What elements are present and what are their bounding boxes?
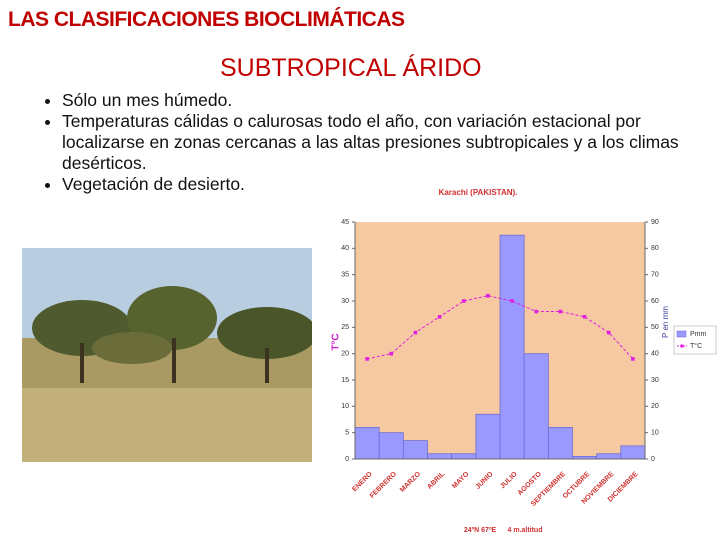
slide-subtitle: SUBTROPICAL ÁRIDO [220,54,482,82]
y-tick-label: 0 [345,456,349,463]
annotation: 4 m.altitud [507,527,542,534]
marker [510,299,514,303]
marker [606,330,611,335]
y2-tick-label: 30 [651,377,659,384]
marker [582,315,587,319]
bar [499,234,525,460]
marker [413,330,418,335]
bullet: Vegetación de desierto. [62,174,682,195]
bar [547,427,573,460]
chart-title: Karachi (PAKISTAN). [439,188,518,197]
x-tick-label: ENERO [351,470,374,493]
bar [620,445,646,460]
x-tick-label: ABRIL [426,470,447,491]
y-tick-label: 15 [341,377,349,384]
y-tick-label: 25 [341,324,349,331]
landscape-photo [22,248,312,462]
x-tick-label: JULIO [499,470,519,490]
bullet: Temperaturas cálidas o calurosas todo el… [62,111,682,174]
y-axis-label: T°C [331,333,342,350]
x-tick-label: FEBRERO [369,470,399,500]
legend-swatch [680,344,684,348]
bar [523,353,549,460]
bar [451,453,477,460]
y2-axis-label: P en mm [661,306,670,338]
y2-tick-label: 0 [651,456,655,463]
legend [673,325,717,355]
marker [558,309,563,314]
y-tick-label: 5 [345,430,349,437]
marker [631,357,635,361]
y2-tick-label: 80 [651,245,659,252]
y-tick-label: 30 [341,298,349,305]
legend-label: T°C [690,342,702,350]
y2-tick-label: 40 [651,351,659,358]
marker [486,293,490,298]
annotation: 24ºN 67ºE [464,527,497,534]
x-tick-label: MARZO [399,470,422,493]
x-tick-label: MAYO [451,470,471,490]
marker [461,299,466,303]
y2-tick-label: 50 [651,324,659,331]
y2-tick-label: 60 [651,298,659,305]
x-tick-label: JUNIO [475,470,495,490]
bar [596,453,622,460]
line [366,295,634,360]
y2-tick-label: 70 [651,272,659,279]
y-tick-label: 40 [341,245,349,252]
marker [389,351,394,356]
y2-tick-label: 90 [651,219,659,226]
y-tick-label: 20 [341,351,349,358]
bar [402,440,428,460]
marker [365,357,369,361]
y-tick-label: 45 [341,219,349,226]
y-tick-label: 10 [341,403,349,410]
bar [475,413,501,460]
y2-tick-label: 10 [651,430,659,437]
bullet: Sólo un mes húmedo. [62,90,682,111]
legend-swatch [676,330,687,338]
bar [354,427,380,460]
marker [534,309,539,314]
legend-label: Pmm [690,331,707,338]
marker [437,315,442,319]
y2-tick-label: 20 [651,403,659,410]
y-tick-label: 35 [341,272,349,279]
bar [427,453,453,460]
slide-title: LAS CLASIFICACIONES BIOCLIMÁTICAS [8,8,405,31]
bullet-list: Sólo un mes húmedo. Temperaturas cálidas… [28,90,682,195]
bar [378,432,404,460]
